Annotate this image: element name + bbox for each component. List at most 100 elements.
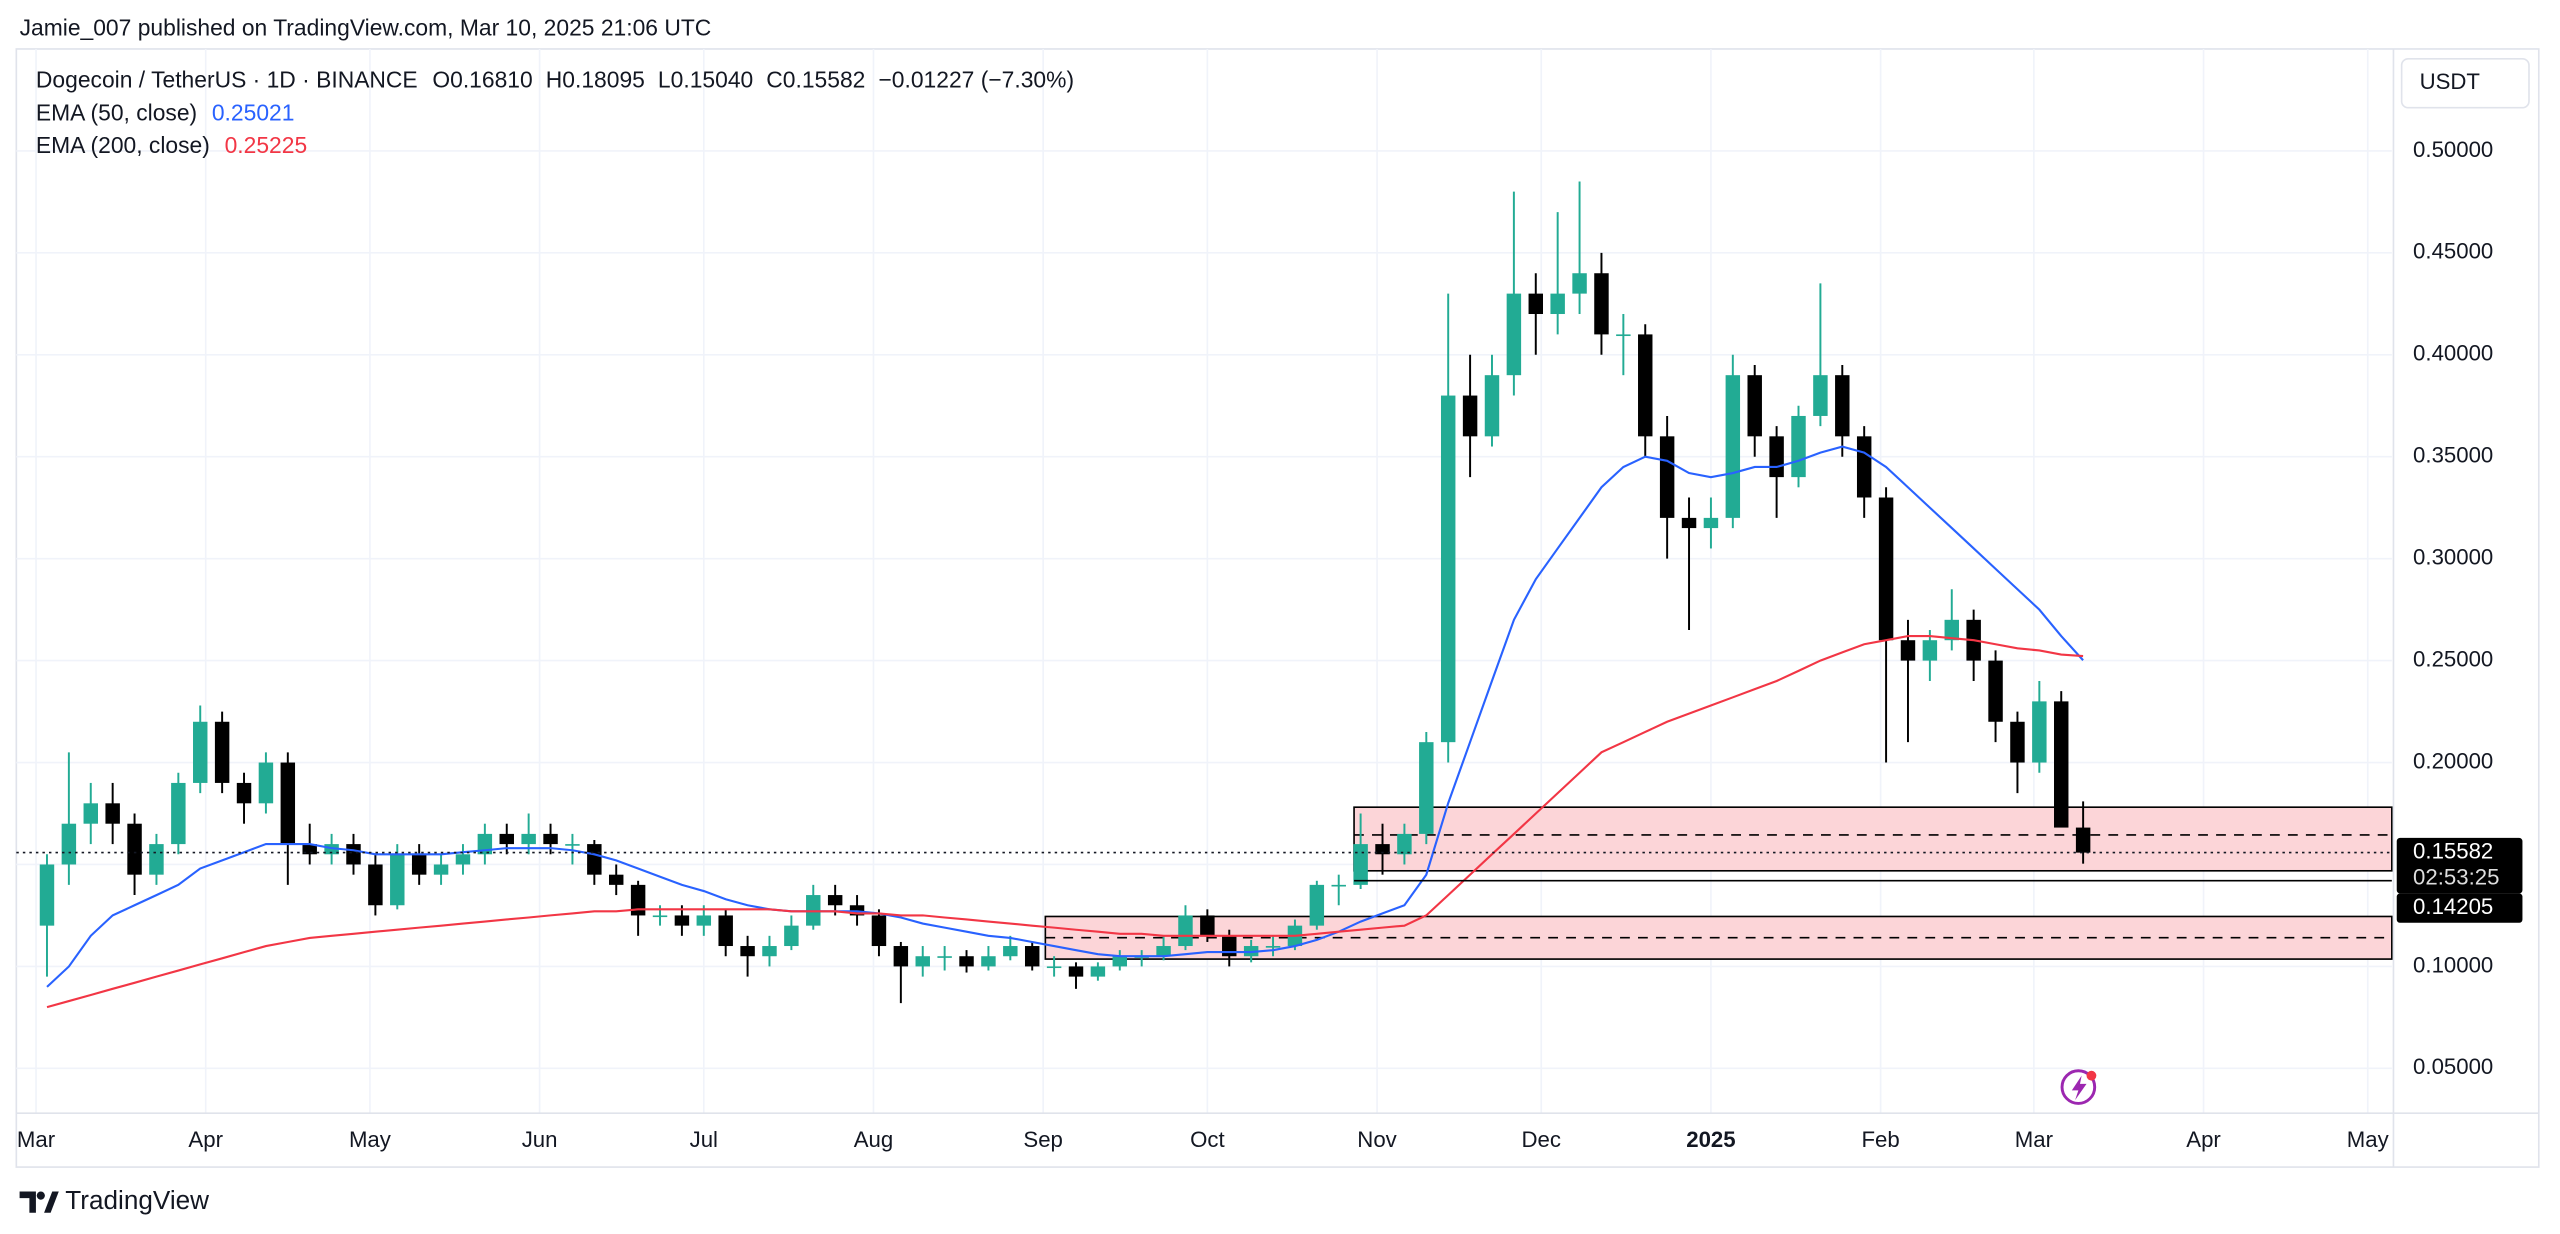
- y-tick-label: 0.40000: [2413, 341, 2493, 366]
- y-tick-label: 0.50000: [2413, 137, 2493, 162]
- candle-body: [1222, 935, 1237, 957]
- x-tick-label: Mar: [17, 1127, 56, 1152]
- price-line-box: [2396, 893, 2523, 923]
- icon-bolt[interactable]: [2071, 1075, 2087, 1101]
- candle-body: [871, 915, 887, 947]
- candle-body: [674, 915, 690, 926]
- x-tick-label: Jul: [690, 1127, 718, 1152]
- candle-body: [236, 782, 252, 804]
- ohlc-value: O0.16810: [432, 67, 532, 93]
- brand-name[interactable]: TradingView: [65, 1185, 209, 1215]
- indicator-value: 0.25021: [212, 99, 295, 125]
- publish-header: Jamie_007 published on TradingView.com, …: [20, 14, 712, 40]
- candle-body: [762, 946, 777, 957]
- candle-body: [1178, 915, 1193, 947]
- candle-body: [1200, 915, 1215, 936]
- x-tick-label: Mar: [2015, 1127, 2054, 1152]
- current-price-box: [2396, 837, 2523, 894]
- candle-body: [411, 854, 427, 875]
- indicator-name: EMA (200, close): [36, 132, 210, 158]
- candle-body: [1747, 375, 1762, 437]
- candle-body: [1813, 375, 1828, 416]
- x-tick-label: Apr: [2186, 1127, 2221, 1152]
- candle-body: [1309, 884, 1325, 926]
- candle-body: [1681, 517, 1697, 529]
- candle-body: [827, 895, 843, 906]
- candle-body: [127, 823, 142, 875]
- x-tick-label: Apr: [188, 1127, 223, 1152]
- candle-body: [1440, 395, 1456, 743]
- candle-body: [1353, 844, 1368, 885]
- candle-body: [1090, 966, 1106, 977]
- candle-body: [740, 946, 755, 957]
- x-tick-label: Aug: [854, 1127, 893, 1152]
- icon-dot[interactable]: [2086, 1070, 2097, 1081]
- candle-body: [1331, 884, 1346, 887]
- symbol-legend: Dogecoin / TetherUS · 1D · BINANCE O0.168…: [36, 67, 1074, 93]
- y-tick-label: 0.20000: [2413, 748, 2493, 773]
- candle-body: [1856, 436, 1872, 498]
- candle-body: [39, 864, 55, 926]
- candle-body: [784, 925, 799, 947]
- y-tick-label: 0.05000: [2413, 1054, 2493, 1079]
- indicator-legend: EMA (50, close) 0.25021: [36, 99, 295, 125]
- ohlc-value: −0.01227 (−7.30%): [878, 67, 1074, 93]
- indicator-value: 0.25225: [225, 132, 308, 158]
- logo-dot[interactable]: [36, 1191, 45, 1200]
- x-tick-label: Oct: [1190, 1127, 1225, 1152]
- candle-body: [149, 844, 164, 875]
- candle-body: [1003, 946, 1018, 957]
- candle-body: [171, 782, 186, 845]
- candle-body: [608, 874, 624, 885]
- candle-body: [1638, 334, 1653, 437]
- chart-frame: [15, 48, 2540, 1168]
- x-tick-label: Nov: [1357, 1127, 1397, 1152]
- x-tick-label: Feb: [1861, 1127, 1899, 1152]
- candle-body: [499, 833, 514, 845]
- y-tick-label: 0.25000: [2413, 646, 2493, 671]
- candle-body: [652, 915, 668, 918]
- candles: [39, 181, 2091, 1004]
- candle-body: [2075, 827, 2091, 853]
- candle-body: [1878, 497, 1894, 641]
- x-tick-label: Dec: [1522, 1127, 1561, 1152]
- y-tick-label: 0.10000: [2413, 952, 2493, 977]
- candle-body: [1900, 640, 1916, 661]
- ohlc-value: H0.18095: [546, 67, 645, 93]
- candle-body: [1397, 833, 1412, 855]
- candle-body: [630, 884, 646, 916]
- x-tick-label: Jun: [522, 1127, 558, 1152]
- candle-body: [2054, 701, 2069, 828]
- candle-body: [258, 762, 274, 804]
- candle-body: [1944, 619, 1959, 641]
- currency-button[interactable]: [2400, 57, 2530, 109]
- candle-body: [2032, 701, 2047, 763]
- candle-body: [718, 915, 733, 947]
- candle-body: [280, 762, 296, 845]
- y-tick-label: 0.35000: [2413, 443, 2493, 468]
- candle-body: [1462, 395, 1478, 437]
- currency-label[interactable]: USDT: [2420, 69, 2481, 94]
- logo-mark[interactable]: [19, 1191, 36, 1213]
- ohlc-value: C0.15582: [766, 67, 865, 93]
- price-line-label: 0.14205: [2413, 894, 2493, 919]
- candle-body: [1156, 946, 1171, 957]
- candle-body: [105, 803, 120, 824]
- lightning-icon[interactable]: [2060, 1069, 2097, 1105]
- candle-body: [1550, 293, 1565, 315]
- tradingview-logo[interactable]: TradingView: [19, 1185, 210, 1215]
- indicators: [46, 445, 2084, 1009]
- icon-ring[interactable]: [2060, 1069, 2097, 1105]
- candle-body: [696, 915, 712, 926]
- logo-slash[interactable]: [44, 1191, 59, 1213]
- candle-body: [1616, 334, 1631, 337]
- candle-body: [1265, 946, 1281, 948]
- candle-body: [1112, 956, 1128, 967]
- x-tick-label: 2025: [1686, 1127, 1735, 1152]
- candle-body: [2010, 721, 2025, 763]
- candle-body: [1024, 946, 1040, 967]
- candle-body: [433, 864, 449, 875]
